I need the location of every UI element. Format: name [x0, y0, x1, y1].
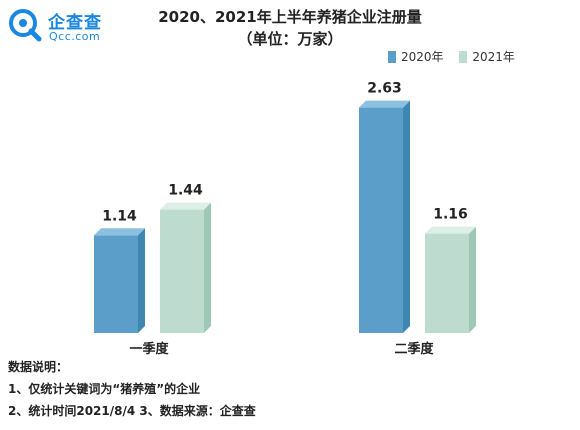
- bar-front: [160, 209, 204, 333]
- legend-label-2021: 2021年: [472, 50, 515, 64]
- bar-side: [403, 100, 410, 333]
- logo-name-en: Qcc.com: [49, 30, 101, 43]
- bar-side: [469, 226, 476, 333]
- bar-top: [94, 228, 145, 236]
- data-label: 1.14: [102, 208, 137, 224]
- legend-swatch-2021: [459, 50, 468, 63]
- data-label: 1.16: [433, 207, 468, 223]
- chart-legend: 2020年 2021年: [388, 48, 527, 66]
- bar-top: [425, 226, 476, 234]
- bar-front: [425, 233, 469, 333]
- logo-name-cn: 企查查: [48, 13, 102, 33]
- qcc-logo-icon: [9, 9, 42, 42]
- bar-top: [160, 202, 211, 210]
- notes-heading: 数据说明：: [8, 360, 69, 374]
- bar-front: [94, 235, 138, 333]
- category-label: 一季度: [129, 341, 169, 357]
- legend-label-2020: 2020年: [401, 50, 444, 64]
- bar-2021年-一季度: [160, 202, 211, 333]
- qcc-logo: 企查查 Qcc.com: [8, 6, 118, 46]
- legend-item-2021: 2021年: [459, 48, 515, 65]
- bar-2020年-二季度: [359, 100, 410, 333]
- legend-swatch-2020: [388, 50, 396, 63]
- bar-2020年-一季度: [94, 228, 145, 333]
- legend-item-2020: 2020年: [388, 48, 444, 65]
- data-label: 2.63: [367, 81, 402, 97]
- bar-top: [359, 100, 410, 108]
- category-label: 二季度: [394, 341, 434, 357]
- data-notes: 数据说明： 1、仅统计关键词为“猪养殖”的企业 2、统计时间2021/8/4 3…: [8, 356, 256, 422]
- bar-side: [204, 202, 211, 333]
- notes-line-1: 1、仅统计关键词为“猪养殖”的企业: [8, 382, 201, 396]
- bar-side: [138, 228, 145, 333]
- notes-line-2: 2、统计时间2021/8/4 3、数据来源：企查查: [8, 404, 256, 418]
- chart-title: 2020、2021年上半年养猪企业注册量: [158, 8, 422, 26]
- bar-front: [359, 107, 403, 333]
- chart-subtitle: （单位：万家）: [237, 30, 343, 48]
- data-label: 1.44: [168, 183, 203, 199]
- bar-2021年-二季度: [425, 226, 476, 333]
